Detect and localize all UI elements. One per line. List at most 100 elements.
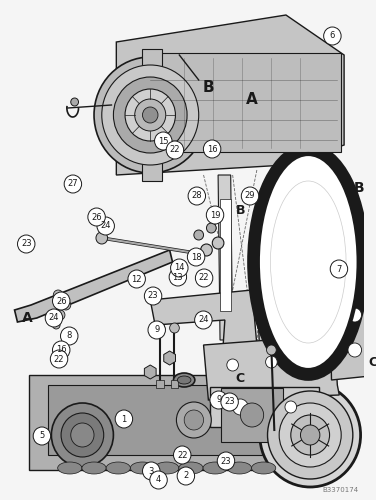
FancyBboxPatch shape [221, 388, 283, 442]
Polygon shape [203, 335, 339, 400]
Polygon shape [116, 15, 344, 175]
Text: 16: 16 [56, 346, 67, 354]
Circle shape [61, 413, 104, 457]
Circle shape [18, 235, 35, 253]
Text: 24: 24 [198, 316, 209, 324]
Ellipse shape [258, 154, 359, 370]
Circle shape [115, 410, 133, 428]
FancyBboxPatch shape [210, 387, 319, 427]
Text: 6: 6 [330, 32, 335, 40]
Text: B: B [353, 181, 364, 195]
Circle shape [144, 287, 162, 305]
Text: 3: 3 [149, 466, 154, 475]
Circle shape [55, 310, 65, 320]
Circle shape [150, 471, 167, 489]
Circle shape [260, 383, 361, 487]
Circle shape [212, 237, 224, 249]
Circle shape [210, 391, 227, 409]
Text: 28: 28 [191, 192, 202, 200]
FancyBboxPatch shape [143, 49, 162, 181]
Circle shape [305, 301, 319, 315]
FancyBboxPatch shape [148, 53, 341, 152]
Text: 23: 23 [221, 456, 231, 466]
Circle shape [135, 99, 166, 131]
Circle shape [97, 217, 114, 235]
Ellipse shape [179, 462, 203, 474]
Circle shape [71, 98, 79, 106]
Text: 22: 22 [54, 354, 64, 364]
Ellipse shape [173, 373, 195, 387]
Circle shape [169, 268, 186, 286]
Text: 9: 9 [154, 326, 159, 334]
Text: 2: 2 [183, 472, 188, 480]
Text: 12: 12 [132, 274, 142, 283]
Text: 18: 18 [191, 252, 202, 262]
Circle shape [279, 303, 293, 317]
Text: A: A [22, 311, 32, 325]
Circle shape [61, 300, 71, 310]
Circle shape [94, 57, 206, 173]
Text: 8: 8 [67, 332, 72, 340]
Text: 23: 23 [224, 398, 235, 406]
Circle shape [52, 321, 60, 329]
Text: C: C [236, 372, 245, 384]
Ellipse shape [155, 462, 179, 474]
Text: B: B [236, 204, 245, 216]
Text: 24: 24 [100, 222, 111, 230]
FancyBboxPatch shape [49, 385, 262, 455]
Circle shape [201, 244, 212, 256]
Circle shape [114, 77, 187, 153]
Circle shape [188, 187, 206, 205]
Circle shape [53, 290, 63, 300]
FancyBboxPatch shape [156, 380, 164, 388]
Ellipse shape [227, 462, 252, 474]
Ellipse shape [177, 376, 191, 384]
Circle shape [279, 403, 341, 467]
Circle shape [196, 269, 213, 287]
Ellipse shape [252, 148, 364, 376]
Text: 22: 22 [177, 450, 188, 460]
Circle shape [52, 403, 114, 467]
Text: C: C [368, 356, 376, 368]
Circle shape [171, 259, 188, 277]
Circle shape [267, 345, 276, 355]
Text: 19: 19 [210, 210, 220, 220]
Text: 27: 27 [68, 180, 78, 188]
Circle shape [330, 260, 348, 278]
Text: 5: 5 [39, 432, 44, 440]
Circle shape [194, 230, 203, 240]
Polygon shape [15, 250, 173, 322]
Text: 4: 4 [156, 476, 161, 484]
Circle shape [176, 402, 211, 438]
Polygon shape [218, 175, 233, 340]
Circle shape [324, 27, 341, 45]
Text: A: A [246, 92, 258, 108]
Text: 22: 22 [170, 146, 180, 154]
Text: B: B [203, 80, 214, 96]
Circle shape [348, 343, 362, 357]
Circle shape [203, 140, 221, 158]
Circle shape [187, 248, 205, 266]
Text: 24: 24 [49, 314, 59, 322]
Circle shape [50, 350, 68, 368]
Text: 7: 7 [336, 264, 342, 274]
Ellipse shape [203, 462, 227, 474]
Text: B3370174: B3370174 [323, 487, 359, 493]
Circle shape [170, 323, 179, 333]
Circle shape [195, 311, 212, 329]
Circle shape [53, 292, 70, 310]
Circle shape [148, 321, 165, 339]
Circle shape [304, 352, 316, 364]
Circle shape [206, 206, 224, 224]
FancyBboxPatch shape [171, 380, 178, 388]
Text: 29: 29 [245, 192, 255, 200]
Circle shape [53, 341, 70, 359]
Circle shape [268, 391, 353, 479]
Circle shape [155, 132, 172, 150]
Polygon shape [150, 290, 257, 348]
Circle shape [291, 415, 330, 455]
Text: 15: 15 [158, 136, 168, 145]
Circle shape [227, 359, 238, 371]
Text: 22: 22 [199, 274, 209, 282]
Text: 23: 23 [21, 240, 32, 248]
